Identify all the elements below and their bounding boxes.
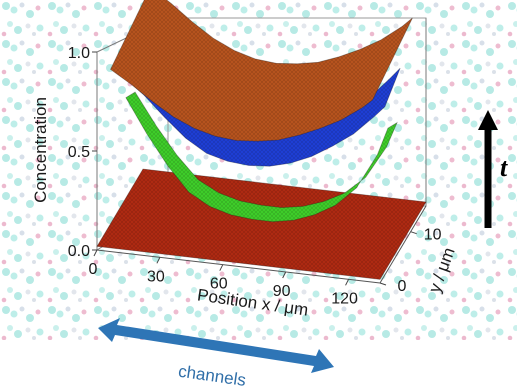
x-tick-label: 30 — [147, 268, 165, 285]
y-tick-mark — [379, 282, 387, 286]
x-tick-mark — [219, 264, 224, 271]
x-tick-label: 90 — [273, 283, 291, 300]
time-arrow: t — [478, 110, 508, 228]
surface-mesh-0 — [110, 0, 413, 142]
x-tick-label: 60 — [210, 276, 228, 293]
y-tick-mark — [410, 231, 417, 235]
x-tick-mark — [282, 271, 287, 279]
x-tick-mark — [345, 279, 350, 286]
time-arrow-label: t — [500, 153, 508, 182]
arrow-up-icon — [478, 110, 498, 130]
z-tick-label: 0.5 — [68, 144, 90, 161]
y-tick-label: 10 — [424, 227, 442, 244]
z-tick-label: 0.0 — [68, 243, 90, 260]
axis-ticks: 0.0 0.5 1.0 0 30 60 90 120 0 10 — [68, 45, 442, 307]
x-tick-label: 120 — [331, 290, 358, 307]
x-tick-mark — [156, 257, 161, 264]
surface-mesh-1 — [122, 37, 401, 167]
x-tick-label: 0 — [89, 261, 98, 278]
x-tick-mark — [93, 249, 98, 257]
molecule-background — [0, 0, 517, 340]
surface-mesh-2 — [125, 92, 398, 222]
double-arrow-icon — [98, 318, 334, 373]
z-axis-label: Concentration — [31, 97, 50, 203]
concentration-surfaces — [96, 0, 427, 280]
y-tick-label: 0 — [398, 278, 407, 295]
z-tick-label: 1.0 — [68, 45, 90, 62]
